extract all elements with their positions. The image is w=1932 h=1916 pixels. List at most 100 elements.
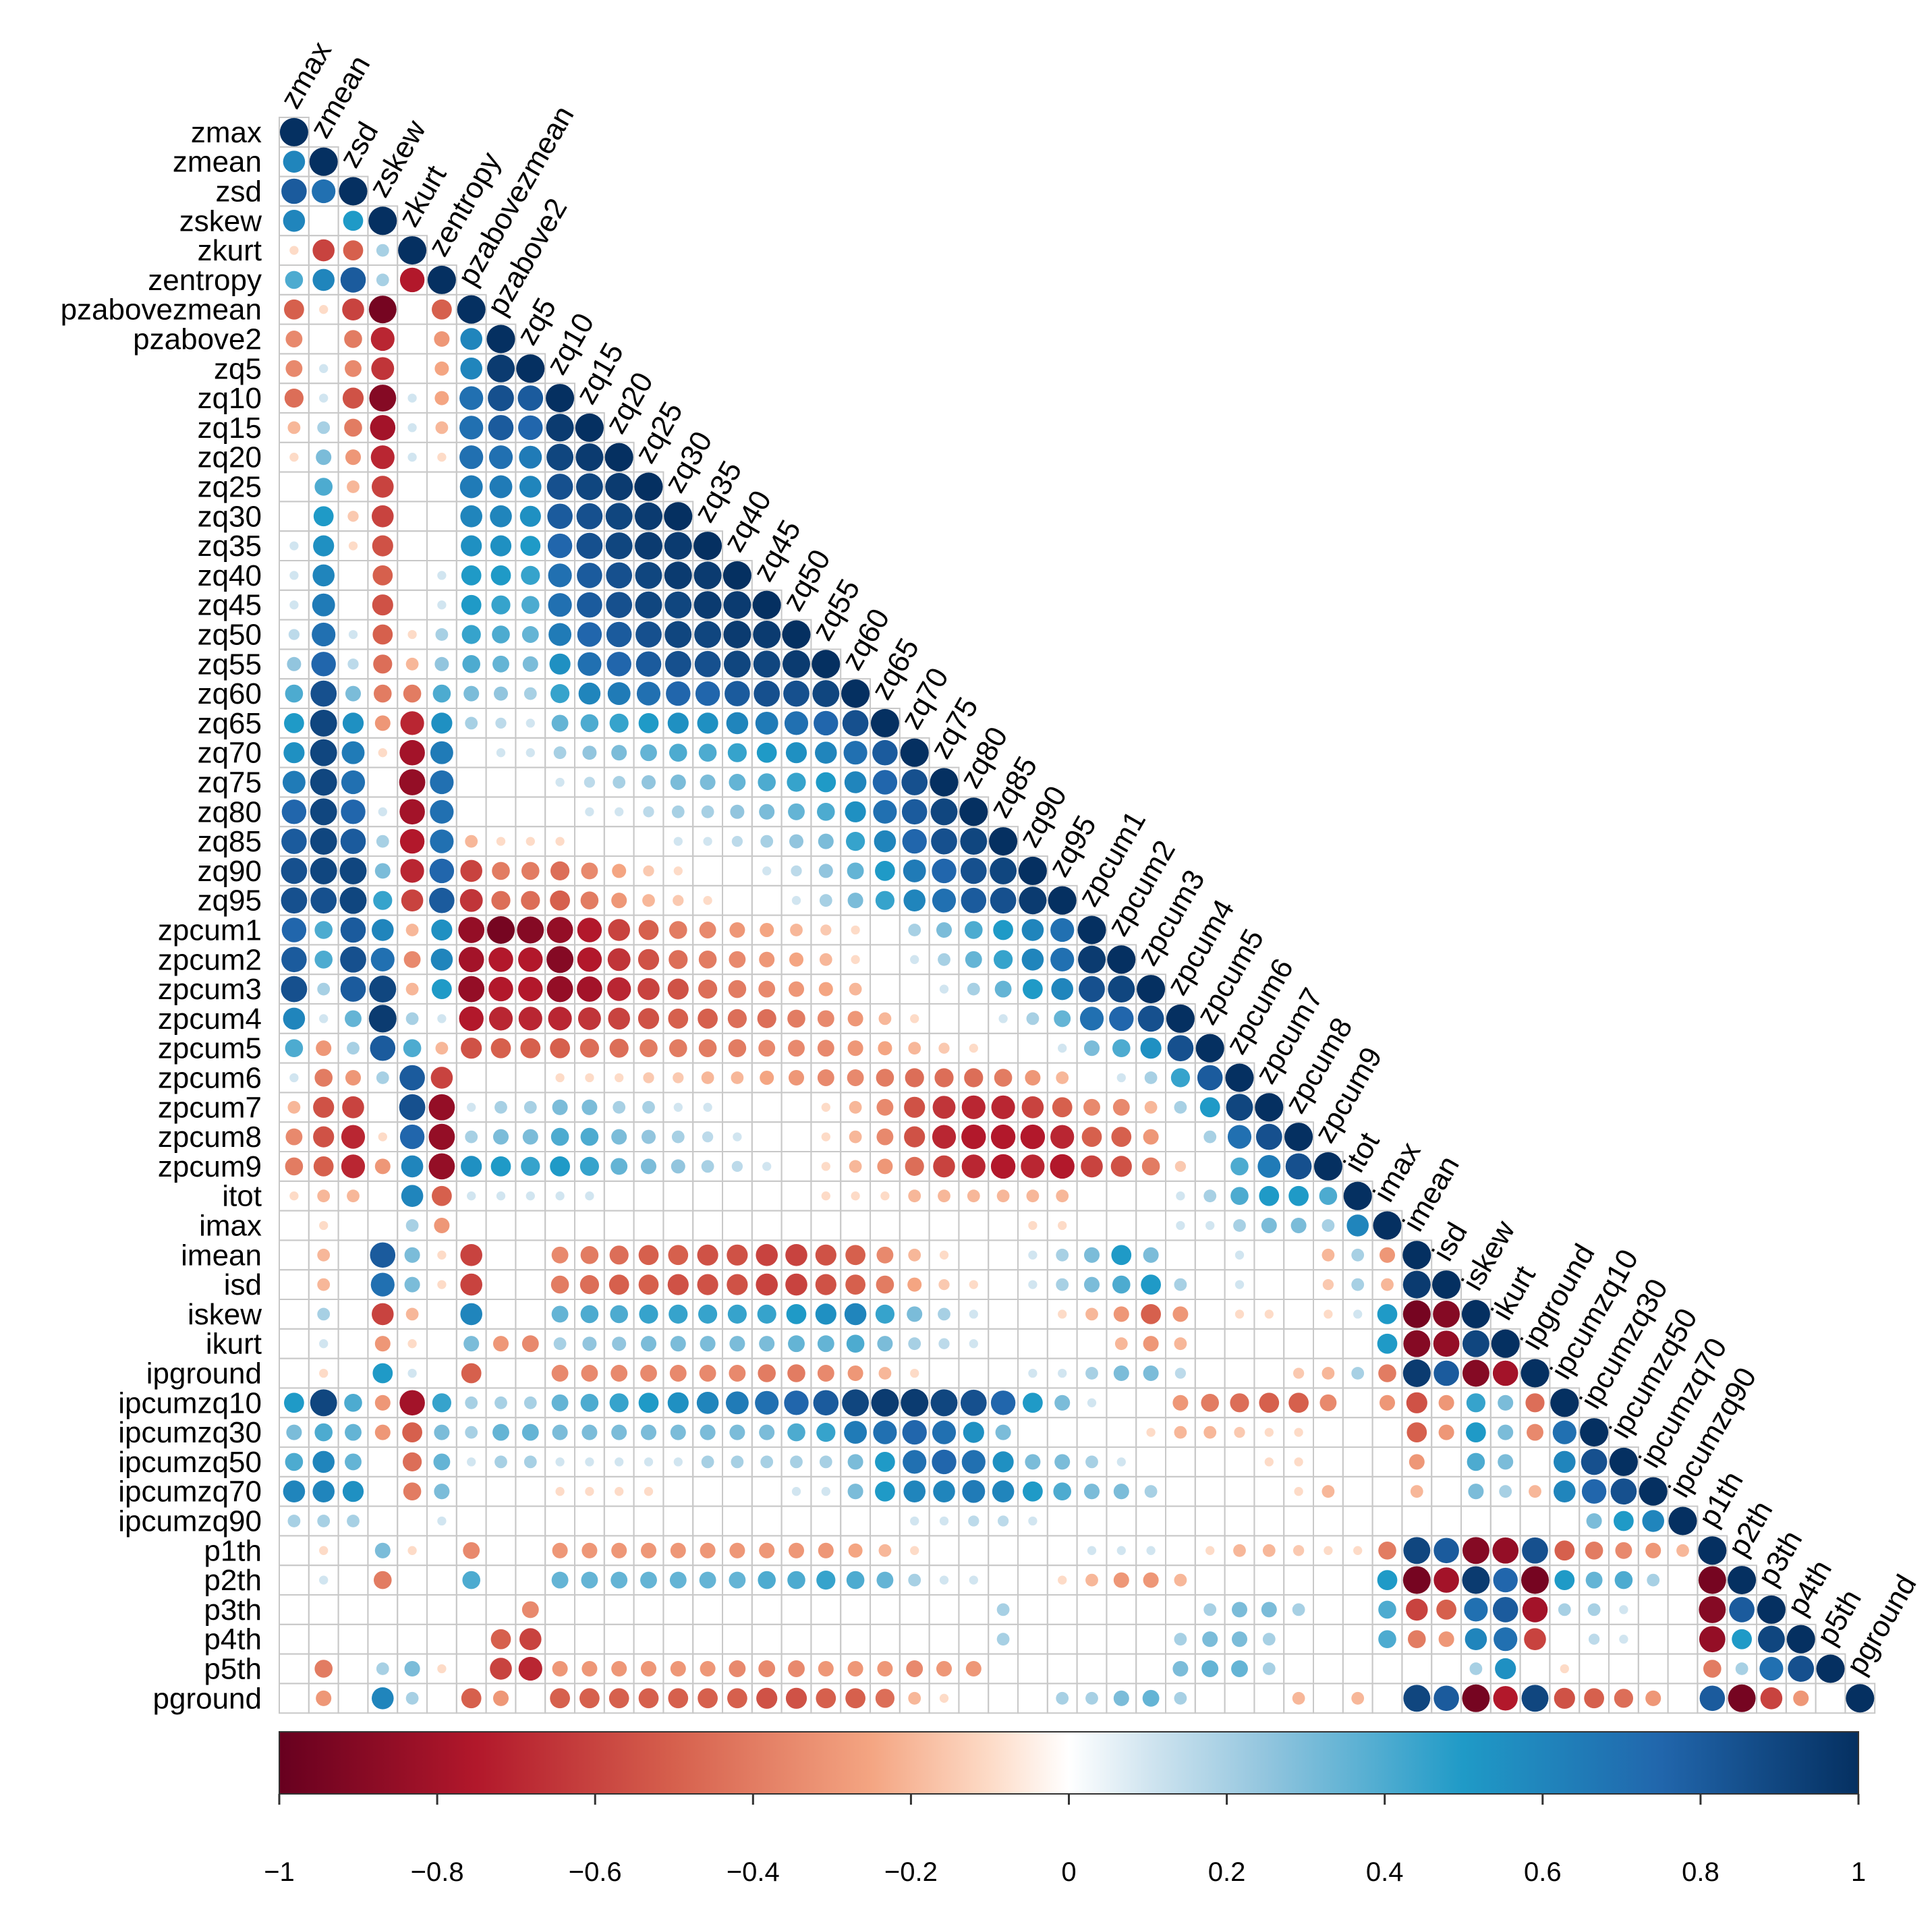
corr-circle-zpcum6-zsd xyxy=(345,1069,362,1086)
corr-circle-iskew-zq20 xyxy=(610,1305,628,1324)
corr-circle-zpcum6-zpcum3 xyxy=(1144,1071,1158,1084)
corr-circle-p3th-ipcumzq50 xyxy=(1619,1605,1628,1614)
corr-circle-imax-zpcum3 xyxy=(1148,1222,1154,1229)
corr-circle-ipcumzq10-zq80 xyxy=(960,1389,987,1416)
corr-circle-zpcum6-zq75 xyxy=(934,1068,954,1088)
corr-circle-ikurt-zpcum6 xyxy=(1237,1341,1243,1347)
corr-circle-zq5-pzabove2 xyxy=(487,354,515,383)
corr-circle-zpcum5-zmean xyxy=(316,1040,332,1056)
corr-circle-zq80-zq80 xyxy=(959,797,988,826)
corr-circle-zq15-zkurt xyxy=(407,423,417,432)
corr-circle-p2th-ikurt xyxy=(1493,1567,1518,1593)
corr-circle-zpcum3-zq80 xyxy=(967,982,980,996)
corr-circle-itot-zmax xyxy=(289,1191,299,1201)
corr-circle-p2th-imean xyxy=(1402,1566,1431,1594)
corr-circle-p3th-ikurt xyxy=(1492,1597,1518,1623)
corr-circle-ipcumzq90-zq60 xyxy=(853,1518,859,1524)
corr-circle-ipcumzq90-zpcum5 xyxy=(1207,1518,1213,1524)
corr-circle-zq65-pzabove2 xyxy=(495,717,507,729)
corr-circle-ipcumzq90-ipcumzq30 xyxy=(1586,1513,1602,1529)
row-label-zq45: zq45 xyxy=(198,589,262,622)
corr-circle-p5th-zq80 xyxy=(965,1660,982,1677)
row-label-p3th: p3th xyxy=(204,1594,262,1627)
corr-circle-zq40-zentropy xyxy=(437,571,447,580)
corr-circle-itot-zq95 xyxy=(1056,1189,1069,1203)
corr-circle-ipcumzq30-zsd xyxy=(345,1424,362,1441)
corr-circle-iskew-imean xyxy=(1402,1300,1431,1328)
corr-circle-zq95-zq75 xyxy=(932,889,957,913)
corr-circle-imax-zq65 xyxy=(882,1222,888,1229)
corr-circle-zq55-zmean xyxy=(311,652,336,677)
corr-circle-ipcumzq10-zsd xyxy=(344,1394,362,1412)
corr-circle-imean-zq35 xyxy=(697,1244,718,1266)
corr-circle-ipcumzq50-zpcum4 xyxy=(1177,1459,1183,1465)
corr-circle-zpcum4-zq15 xyxy=(577,1007,601,1030)
corr-circle-ipcumzq50-pzabovezmean xyxy=(467,1457,476,1467)
corr-circle-zq10-pzabove2 xyxy=(488,385,514,412)
corr-circle-zpcum6-zq35 xyxy=(701,1071,714,1084)
corr-circle-zpcum8-zskew xyxy=(378,1132,387,1142)
row-label-zq80: zq80 xyxy=(198,795,262,828)
corr-circle-itot-zq80 xyxy=(967,1189,980,1203)
corr-circle-zq95-zentropy xyxy=(429,887,455,913)
corr-circle-p4th-zq35 xyxy=(705,1636,711,1642)
corr-circle-zq80-zskew xyxy=(378,807,387,816)
corr-circle-zpcum7-pzabove2 xyxy=(494,1100,507,1114)
corr-circle-zpcum1-zq30 xyxy=(669,921,687,939)
corr-circle-p3th-zq75 xyxy=(941,1606,947,1612)
corr-circle-itot-pzabovezmean xyxy=(467,1191,476,1201)
corr-circle-ipcumzq70-zq30 xyxy=(675,1488,681,1494)
corr-circle-p4th-isd xyxy=(1438,1631,1454,1647)
corr-circle-zq85-zq30 xyxy=(673,837,683,846)
corr-circle-ipcumzq70-ipcumzq50 xyxy=(1610,1478,1637,1505)
corr-circle-zq70-zmean xyxy=(310,739,337,766)
corr-circle-p1th-ipcumzq50 xyxy=(1615,1542,1632,1559)
corr-circle-isd-pzabovezmean xyxy=(460,1273,482,1296)
colorbar-tick-label: −1 xyxy=(264,1857,295,1887)
corr-circle-p1th-zq90 xyxy=(1029,1548,1035,1554)
row-label-imean: imean xyxy=(181,1239,262,1272)
corr-circle-zpcum2-zq30 xyxy=(669,950,688,969)
corr-circle-p1th-zpcum6 xyxy=(1233,1544,1246,1557)
corr-circle-p4th-zsd xyxy=(350,1636,356,1642)
corr-circle-p4th-zq45 xyxy=(764,1636,770,1642)
corr-circle-zq95-zq80 xyxy=(961,887,987,913)
corr-circle-p1th-zq10 xyxy=(552,1542,568,1558)
corr-circle-zpcum2-zq70 xyxy=(910,955,919,964)
corr-circle-zpcum6-zq80 xyxy=(964,1068,984,1088)
corr-circle-zq90-zsd xyxy=(339,857,367,884)
corr-circle-zq30-zmax xyxy=(291,513,297,519)
corr-circle-p5th-zkurt xyxy=(404,1660,420,1677)
corr-circle-pground-zq15 xyxy=(579,1688,600,1709)
corr-circle-zpcum1-zkurt xyxy=(405,924,419,936)
corr-circle-itot-zpcum8 xyxy=(1288,1185,1309,1206)
row-label-zpcum1: zpcum1 xyxy=(158,914,262,947)
corr-circle-zq35-zentropy xyxy=(438,543,445,549)
corr-circle-ipcumzq70-zq25 xyxy=(644,1487,654,1496)
corr-circle-zq50-zq30 xyxy=(664,621,692,648)
corr-circle-zq65-zq35 xyxy=(697,712,718,734)
corr-circle-ipcumzq70-imax xyxy=(1384,1488,1390,1494)
corr-circle-zpcum3-zpcum1 xyxy=(1079,976,1105,1003)
corr-circle-zq90-pzabove2 xyxy=(492,862,510,880)
corr-circle-zpcum8-zq35 xyxy=(702,1131,714,1143)
corr-circle-zpcum3-zq15 xyxy=(577,976,602,1002)
corr-circle-zq20-zq10 xyxy=(546,443,574,471)
corr-circle-p5th-ipcumzq90 xyxy=(1680,1666,1686,1672)
corr-circle-zpcum5-zq40 xyxy=(728,1039,747,1057)
corr-circle-ipground-zpcum4 xyxy=(1174,1368,1187,1379)
corr-circle-imax-zmax xyxy=(291,1222,297,1229)
corr-circle-zq70-zq65 xyxy=(872,739,898,766)
corr-circle-p3th-ipcumzq10 xyxy=(1558,1603,1571,1616)
corr-circle-pground-isd xyxy=(1433,1685,1459,1712)
corr-circle-ipground-zq60 xyxy=(847,1365,863,1382)
corr-circle-zpcum7-zsd xyxy=(342,1096,364,1119)
row-label-ipcumzq10: ipcumzq10 xyxy=(118,1386,262,1419)
corr-circle-pzabove2-pzabove2 xyxy=(486,325,515,354)
corr-circle-zpcum3-zq20 xyxy=(607,977,631,1001)
corr-circle-isd-zq10 xyxy=(550,1275,569,1294)
corr-circle-p2th-zskew xyxy=(374,1571,392,1589)
corr-circle-ipcumzq30-zq20 xyxy=(611,1424,627,1440)
corr-circle-zq75-pzabove2 xyxy=(498,779,504,785)
corr-circle-pzabove2-zkurt xyxy=(409,336,416,342)
